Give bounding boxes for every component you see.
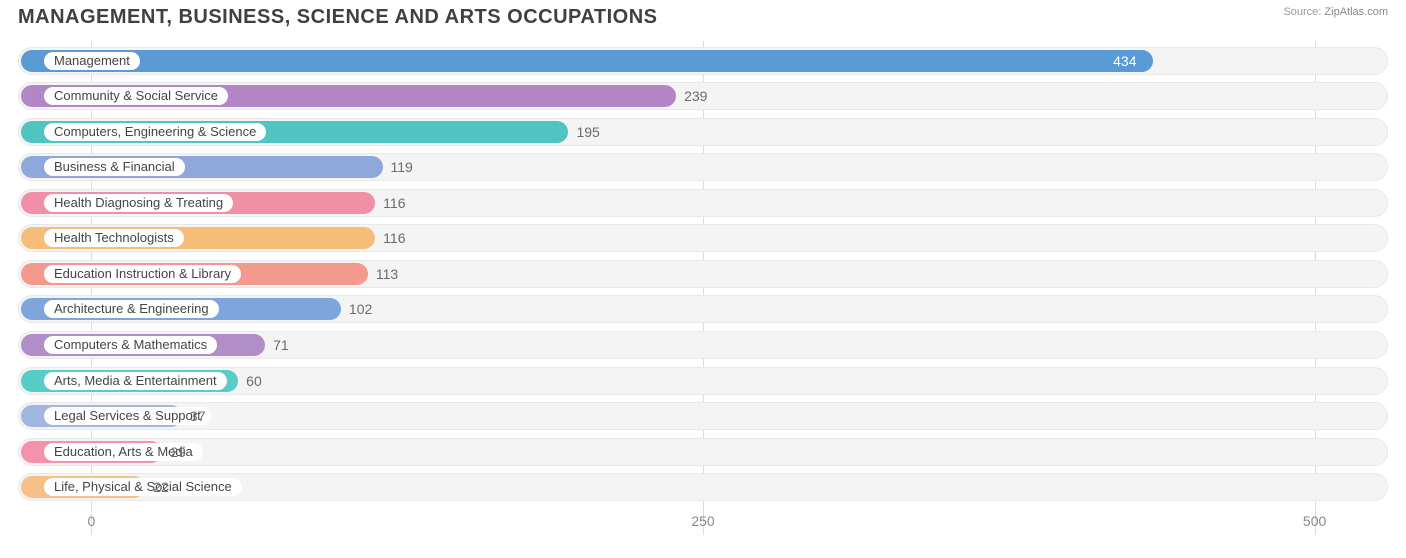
category-label: Architecture & Engineering (44, 300, 219, 318)
bar-row: Architecture & Engineering 102 (18, 295, 1388, 323)
category-label: Computers, Engineering & Science (44, 123, 266, 141)
bar-row: Community & Social Service 239 (18, 82, 1388, 110)
bar-row: Life, Physical & Social Science22 (18, 473, 1388, 501)
value-label: 102 (349, 295, 372, 323)
bar-row: Health Diagnosing & Treating 116 (18, 189, 1388, 217)
bar-row: Legal Services & Support37 (18, 402, 1388, 430)
value-label: 22 (153, 473, 169, 501)
value-label: 239 (684, 82, 707, 110)
category-label: Arts, Media & Entertainment (44, 372, 227, 390)
x-tick-label: 250 (691, 513, 714, 529)
x-tick-label: 500 (1303, 513, 1326, 529)
bar-row: Business & Financial 119 (18, 153, 1388, 181)
chart-area: Management 434 Community & Social Service 2… (12, 35, 1394, 535)
value-label: 113 (376, 260, 398, 288)
value-label: 119 (391, 153, 413, 181)
value-label: 60 (246, 367, 262, 395)
chart-header: MANAGEMENT, BUSINESS, SCIENCE AND ARTS O… (0, 0, 1406, 29)
bar-row: Management 434 (18, 47, 1388, 75)
bar-row: Computers, Engineering & Science 195 (18, 118, 1388, 146)
x-axis-labels: 0 250 500 (18, 513, 1388, 533)
category-label: Health Technologists (44, 229, 184, 247)
x-tick-label: 0 (87, 513, 95, 529)
source-value: ZipAtlas.com (1324, 6, 1388, 18)
value-label: 434 (1113, 47, 1136, 75)
value-label: 37 (190, 402, 206, 430)
category-label: Life, Physical & Social Science (44, 478, 242, 496)
category-label: Community & Social Service (44, 87, 228, 105)
category-label: Business & Financial (44, 158, 185, 176)
category-label: Computers & Mathematics (44, 336, 217, 354)
value-label: 29 (170, 438, 186, 466)
bar-track (18, 402, 1388, 430)
bar-track (18, 438, 1388, 466)
bars-container: Management 434 Community & Social Service 2… (18, 41, 1388, 507)
plot-region: Management 434 Community & Social Service 2… (18, 41, 1388, 507)
source-attribution: Source: ZipAtlas.com (1283, 6, 1388, 18)
category-label: Management (44, 52, 140, 70)
category-label: Health Diagnosing & Treating (44, 194, 233, 212)
bar-row: Education, Arts & Media29 (18, 438, 1388, 466)
bar-row: Computers & Mathematics 71 (18, 331, 1388, 359)
bar-row: Health Technologists 116 (18, 224, 1388, 252)
chart-title: MANAGEMENT, BUSINESS, SCIENCE AND ARTS O… (18, 6, 657, 29)
value-label: 71 (273, 331, 289, 359)
value-label: 116 (383, 224, 405, 252)
bar-row: Arts, Media & Entertainment 60 (18, 367, 1388, 395)
category-label: Legal Services & Support (44, 407, 211, 425)
source-label: Source: (1283, 6, 1321, 18)
bar (21, 50, 1153, 72)
category-label: Education Instruction & Library (44, 265, 241, 283)
value-label: 116 (383, 189, 405, 217)
value-label: 195 (576, 118, 599, 146)
bar-row: Education Instruction & Library 113 (18, 260, 1388, 288)
